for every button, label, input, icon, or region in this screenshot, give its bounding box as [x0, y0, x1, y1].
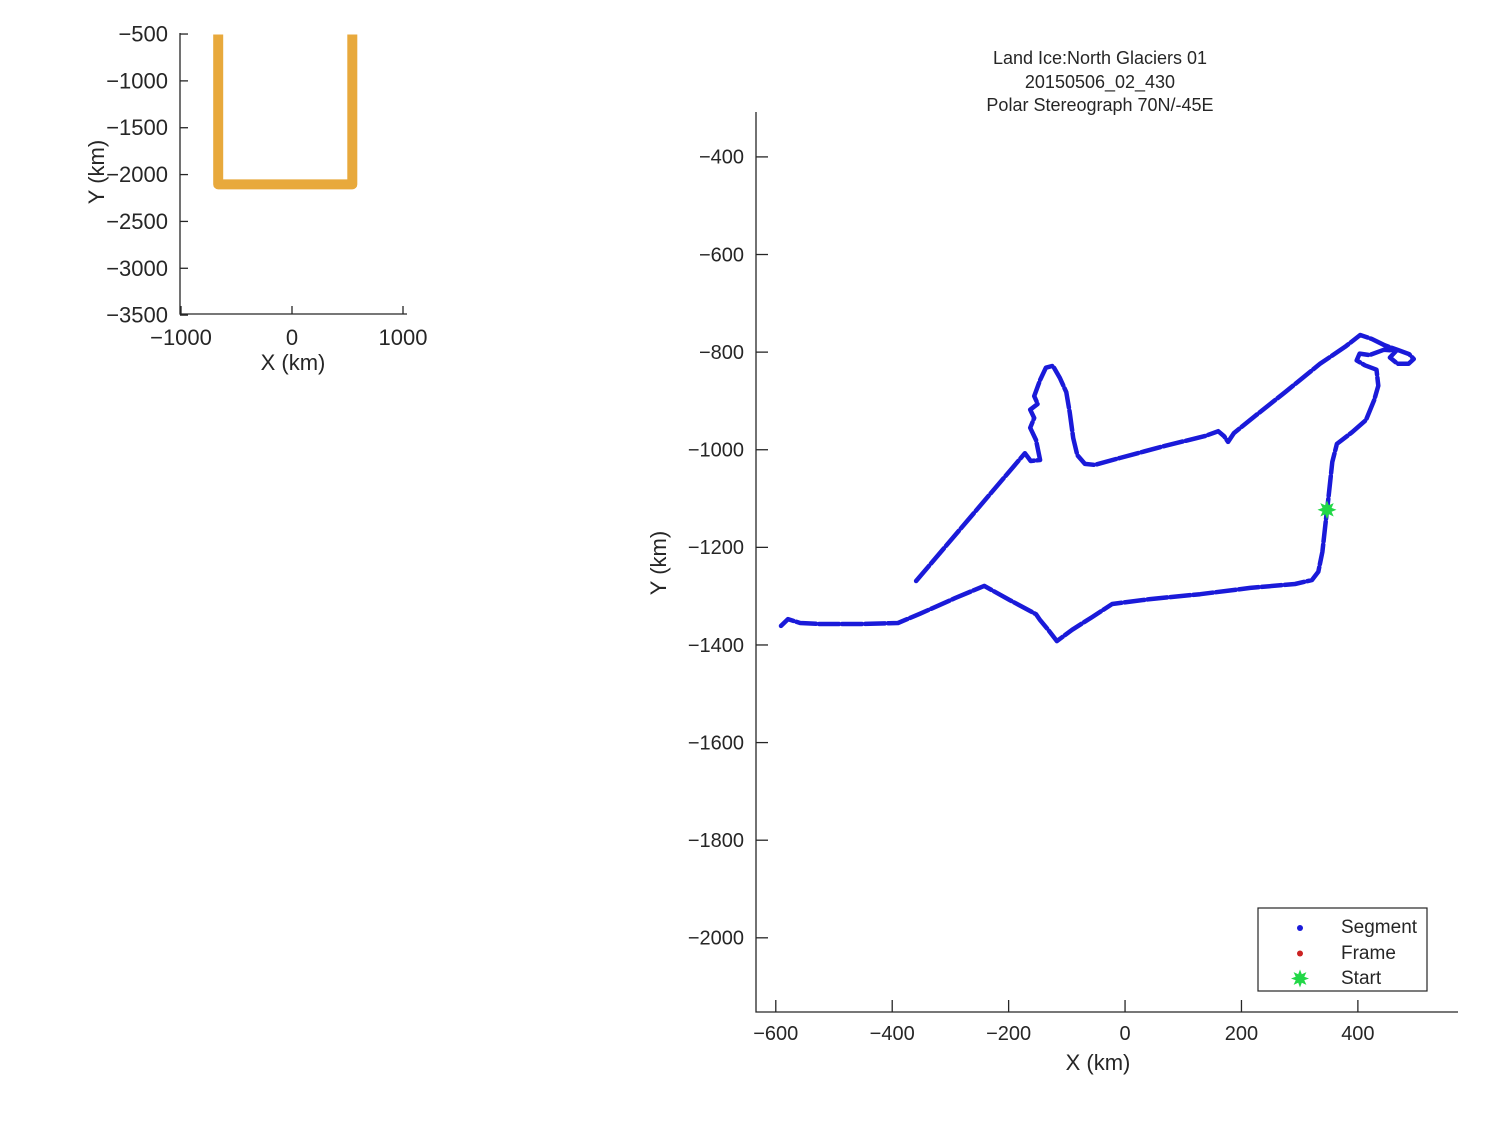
main-y-tick-label: −2000 — [688, 928, 744, 950]
main-x-tick-label: 400 — [1341, 1023, 1374, 1045]
main-y-tick-label: −1800 — [688, 830, 744, 852]
main-plot-title-line-3: Polar Stereograph 70N/-45E — [986, 95, 1214, 115]
legend-label-start: Start — [1341, 967, 1382, 989]
main-x-tick-label: −600 — [753, 1023, 798, 1045]
main-x-tick-label: 200 — [1225, 1023, 1258, 1045]
inset-y-tick-label: −1500 — [106, 115, 168, 140]
main-x-tick-label: −400 — [870, 1023, 915, 1045]
main-track-segment — [778, 332, 1417, 644]
main-y-tick-label: −1400 — [688, 635, 744, 657]
main-y-tick-label: −600 — [699, 244, 744, 266]
inset-axes — [179, 33, 407, 315]
start-marker — [1317, 500, 1337, 520]
main-x-axis-label: X (km) — [1065, 1050, 1131, 1075]
main-y-tick-label: −400 — [699, 147, 744, 169]
legend-start-star-icon — [1291, 969, 1309, 988]
inset-x-tick-label: −1000 — [150, 325, 212, 350]
main-y-axis-label: Y (km) — [646, 530, 671, 596]
main-y-tick-label: −1000 — [688, 440, 744, 462]
inset-track-full-mission-track — [213, 34, 358, 190]
main-y-tick-label: −1600 — [688, 732, 744, 754]
inset-y-tick-label: −3000 — [106, 256, 168, 281]
main-plot-title-line-1: Land Ice:North Glaciers 01 — [992, 48, 1208, 68]
legend-box — [1257, 907, 1428, 992]
main-plot-title-line-2: 20150506_02_430 — [1024, 71, 1176, 92]
main-y-tick-label: −1200 — [688, 537, 744, 559]
inset-x-tick-label: 1000 — [379, 325, 428, 350]
main-x-tick-label: 0 — [1119, 1023, 1130, 1045]
inset-x-axis-label: X (km) — [260, 350, 326, 375]
main-x-tick-label: −200 — [986, 1023, 1031, 1045]
legend-frame-dot-icon — [1297, 950, 1303, 957]
main-axes — [755, 112, 1458, 1013]
inset-y-tick-label: −2500 — [106, 209, 168, 234]
inset-y-axis-label: Y (km) — [84, 139, 109, 205]
inset-y-tick-label: −1000 — [106, 68, 168, 93]
inset-x-tick-label: 0 — [286, 325, 298, 350]
inset-y-tick-label: −2000 — [106, 162, 168, 187]
inset-y-tick-label: −500 — [118, 22, 168, 47]
legend-label-segment: Segment — [1341, 917, 1418, 938]
inset-y-tick-label: −3500 — [106, 303, 168, 328]
legend-label-frame: Frame — [1341, 942, 1396, 964]
legend-segment-dot-icon — [1297, 925, 1303, 931]
main-y-tick-label: −800 — [699, 342, 744, 364]
